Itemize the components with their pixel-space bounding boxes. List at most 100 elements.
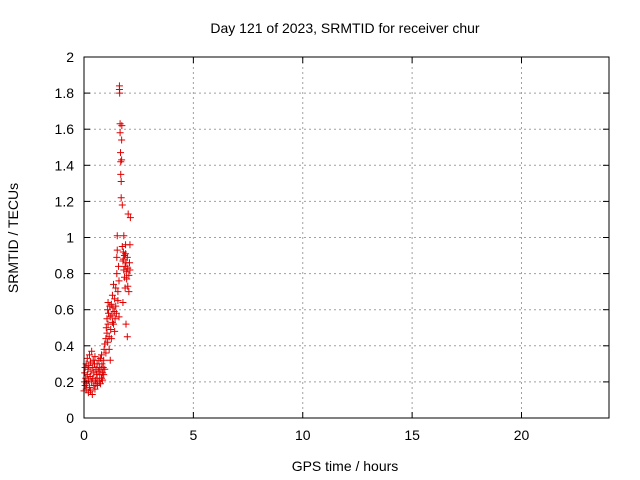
y-tick-label: 1.6 [55, 121, 75, 137]
data-point [102, 324, 110, 332]
data-point [115, 277, 123, 285]
x-tick-label: 10 [295, 427, 311, 443]
data-point [107, 300, 115, 308]
data-point [113, 253, 121, 261]
x-axis-label: GPS time / hours [292, 458, 399, 474]
data-point [105, 345, 113, 353]
data-point [118, 136, 126, 144]
data-point [98, 360, 106, 368]
data-point [101, 365, 109, 373]
data-point [120, 232, 128, 240]
data-point [119, 255, 127, 263]
data-point [108, 311, 116, 319]
data-point [81, 363, 89, 371]
data-point [126, 266, 134, 274]
data-point [106, 302, 114, 310]
y-tick-label: 1.8 [55, 85, 75, 101]
data-point [123, 275, 131, 283]
data-point [113, 232, 121, 240]
data-point [122, 320, 130, 328]
data-point [125, 271, 133, 279]
data-point [119, 298, 127, 306]
data-points [80, 82, 134, 399]
data-point [104, 298, 112, 306]
data-point [112, 284, 120, 292]
data-point [123, 268, 131, 276]
data-point [98, 351, 105, 359]
data-point [117, 158, 125, 166]
y-tick-labels: 0 0.2 0.4 0.6 0.8 1 1.2 1.4 1.6 1.8 2 [55, 49, 75, 426]
data-point [102, 349, 110, 357]
data-point [118, 201, 126, 209]
data-point [106, 356, 114, 364]
data-point [99, 376, 107, 384]
data-point [103, 315, 111, 323]
data-point [123, 333, 131, 341]
y-tick-label: 0.4 [55, 338, 75, 354]
data-point [100, 356, 108, 364]
data-point [101, 340, 109, 348]
data-point [96, 354, 104, 362]
data-point [91, 385, 99, 393]
data-point [111, 295, 119, 303]
data-point [104, 306, 112, 314]
data-point [94, 382, 102, 390]
data-point [118, 156, 126, 164]
data-point [118, 243, 126, 251]
y-tick-label: 0 [66, 410, 74, 426]
y-axis-label: SRMTID / TECUs [5, 183, 21, 293]
data-point [85, 351, 93, 359]
data-point [124, 282, 132, 290]
data-point [98, 374, 105, 382]
data-point [105, 309, 112, 317]
data-point [99, 369, 107, 377]
data-point [95, 378, 103, 386]
x-tick-label: 0 [80, 427, 88, 443]
data-point [117, 170, 125, 178]
data-point [117, 178, 125, 186]
data-point [96, 380, 104, 388]
data-point [107, 335, 115, 343]
data-point [114, 297, 122, 305]
data-point [108, 291, 116, 299]
data-point [110, 280, 118, 288]
y-tick-label: 1.4 [55, 157, 75, 173]
data-point [120, 252, 128, 260]
data-point [84, 365, 92, 373]
data-point [99, 363, 107, 371]
data-point [88, 347, 96, 355]
x-tick-labels: 0 5 10 15 20 [80, 427, 529, 443]
x-tick-label: 5 [189, 427, 197, 443]
data-point [117, 149, 125, 157]
chart-title: Day 121 of 2023, SRMTID for receiver chu… [210, 20, 480, 36]
data-point [112, 302, 120, 310]
grid-lines [84, 57, 609, 418]
data-point [111, 327, 119, 335]
data-point [90, 369, 98, 377]
y-tick-label: 0.2 [55, 374, 75, 390]
data-point [81, 382, 89, 390]
data-point [91, 376, 99, 384]
data-point [83, 371, 91, 379]
data-point [89, 363, 97, 371]
data-point [116, 89, 124, 97]
data-point [91, 353, 99, 361]
data-point [108, 318, 116, 326]
data-point [114, 288, 122, 296]
data-point [103, 329, 111, 337]
data-point [100, 371, 108, 379]
y-tick-label: 0.8 [55, 266, 75, 282]
data-point [125, 288, 133, 296]
x-tick-label: 20 [514, 427, 530, 443]
data-point [87, 387, 95, 395]
data-point [111, 315, 119, 323]
data-point [94, 367, 102, 375]
data-point [110, 320, 118, 328]
data-point [84, 376, 92, 384]
data-point [126, 214, 134, 222]
data-point [120, 266, 128, 274]
data-point [126, 241, 134, 249]
data-point [115, 82, 123, 90]
data-point [122, 250, 130, 258]
